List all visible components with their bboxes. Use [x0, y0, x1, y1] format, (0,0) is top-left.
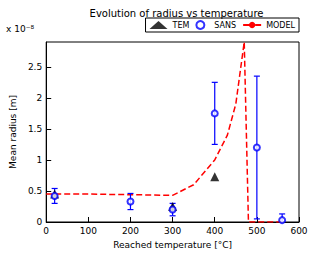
svg-text:0: 0: [43, 226, 49, 236]
svg-text:400: 400: [206, 226, 223, 236]
svg-text:1: 1: [36, 155, 42, 165]
svg-text:2: 2: [36, 93, 42, 103]
svg-text:0: 0: [36, 217, 42, 227]
svg-text:Reached temperature [°C]: Reached temperature [°C]: [113, 240, 232, 250]
svg-text:SANS: SANS: [214, 21, 236, 30]
svg-text:0.5: 0.5: [28, 186, 42, 196]
svg-text:300: 300: [164, 226, 181, 236]
svg-text:100: 100: [80, 226, 97, 236]
svg-text:1.5: 1.5: [28, 124, 42, 134]
svg-text:MODEL: MODEL: [266, 21, 295, 30]
svg-text:x 10⁻⁸: x 10⁻⁸: [6, 24, 34, 34]
svg-text:200: 200: [122, 226, 139, 236]
svg-text:TEM: TEM: [172, 21, 190, 30]
svg-text:500: 500: [248, 226, 265, 236]
svg-text:600: 600: [290, 226, 307, 236]
svg-text:Evolution of radius vs tempera: Evolution of radius vs temperature: [90, 8, 264, 19]
svg-text:Mean radius [m]: Mean radius [m]: [8, 95, 18, 169]
svg-text:2.5: 2.5: [28, 62, 42, 72]
